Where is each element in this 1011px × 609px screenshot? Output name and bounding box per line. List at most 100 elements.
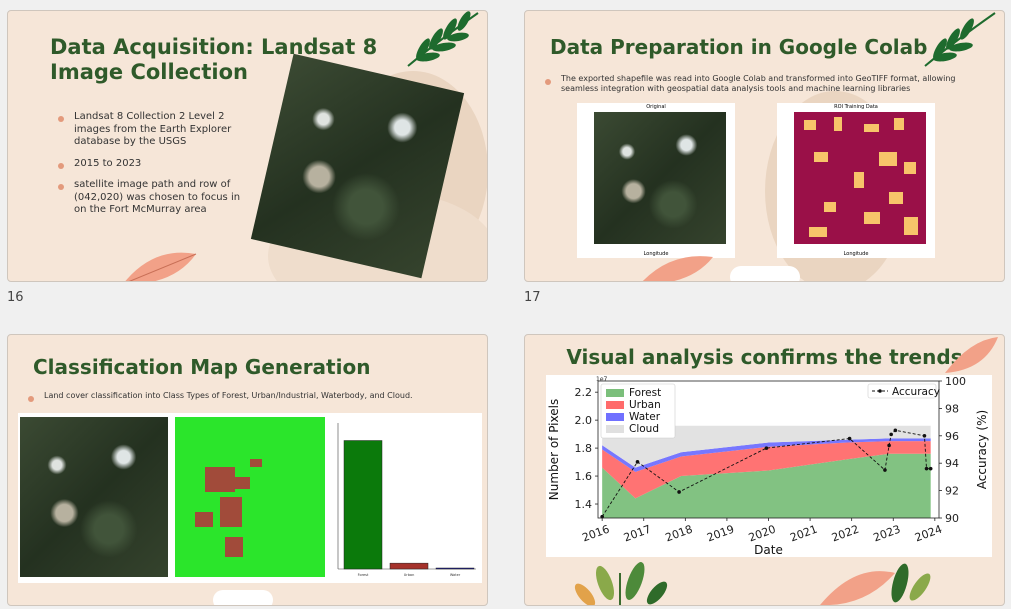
class-tick-label: Forest — [358, 573, 369, 577]
page-number: 17 — [524, 290, 541, 305]
slide-title: Classification Map Generation — [33, 355, 371, 379]
trend-chart: 1.4 1.6 1.8 2.0 2.2 90 92 94 96 98 100 2016 2017 2018… — [547, 375, 989, 557]
classification-map-image — [175, 417, 325, 577]
slide-title: Data Acquisition: Landsat 8 Image Collec… — [50, 35, 378, 85]
axis-label-x: Longitude — [643, 251, 669, 257]
class-tick-label: Urban — [404, 573, 415, 577]
y2-tick-label: 92 — [945, 485, 959, 498]
bullet-list: Landsat 8 Collection 2 Level 2 images fr… — [56, 111, 241, 226]
accuracy-point — [887, 443, 891, 448]
class-tick-label: Water — [450, 573, 461, 577]
bullet-item: Land cover classification into Class Typ… — [26, 391, 466, 402]
x-tick-label: 2021 — [788, 523, 819, 545]
area-urban — [602, 441, 931, 499]
accuracy-point — [924, 466, 929, 471]
x-tick-label: 2017 — [622, 523, 653, 545]
legend-swatch — [606, 389, 624, 397]
bullet-item: Landsat 8 Collection 2 Level 2 images fr… — [56, 111, 241, 149]
original-image — [20, 417, 168, 577]
bullet-list: The exported shapefile was read into Goo… — [543, 74, 993, 104]
accuracy-point — [600, 514, 604, 519]
accuracy-point — [928, 466, 933, 471]
legend-label: Cloud — [629, 423, 659, 435]
y-tick-label: 1.8 — [575, 442, 593, 455]
y2-tick-label: 90 — [945, 512, 959, 525]
accuracy-line — [601, 429, 931, 517]
leaf-decoration-icon — [642, 256, 713, 281]
roi-panel: ROI Training Data Longitude — [777, 103, 935, 258]
slide-title: Data Preparation in Google Colab — [550, 35, 928, 59]
y2-tick-label: 94 — [945, 457, 959, 470]
legend-label: Accuracy — [892, 386, 940, 398]
y2-tick-label: 98 — [945, 402, 959, 415]
slide-visual-analysis[interactable]: Visual analysis confirms the trends 1.4 1… — [524, 334, 1005, 606]
legend-swatch — [606, 413, 624, 421]
accuracy-point — [889, 432, 893, 437]
bullet-list: Land cover classification into Class Typ… — [26, 391, 466, 409]
slide-title: Visual analysis confirms the trends — [566, 345, 963, 369]
accuracy-point — [764, 446, 769, 450]
class-bar — [343, 440, 383, 570]
legend-label: Water — [629, 411, 661, 423]
legend-swatch — [606, 425, 624, 433]
slide-17[interactable]: Data Preparation in Google Colab The exp… — [524, 10, 1005, 282]
accuracy-point — [635, 460, 640, 464]
x-axis-label: Date — [754, 543, 783, 557]
y2-axis-label: Accuracy (%) — [975, 410, 989, 489]
cloud-decoration — [213, 590, 273, 605]
accuracy-point — [847, 436, 852, 441]
area-cloud — [602, 425, 931, 468]
legend-label: Forest — [629, 387, 661, 399]
legend-box — [867, 383, 937, 399]
cloud-decoration — [730, 266, 800, 281]
original-image — [594, 112, 726, 244]
y-tick-label: 1.6 — [575, 470, 593, 483]
trend-chart-panel: 1.4 1.6 1.8 2.0 2.2 90 92 94 96 98 100 2016 2017 2018… — [546, 375, 992, 557]
y-tick-label: 2.2 — [575, 386, 593, 399]
leaf-decoration-icon — [407, 11, 479, 67]
legend-accuracy-marker — [878, 389, 882, 393]
page-number: 16 — [7, 290, 24, 305]
panel-title: ROI Training Data — [834, 104, 878, 110]
y-tick-label: 1.4 — [575, 498, 593, 511]
panel-title: Original — [646, 104, 666, 110]
leaf-decoration-icon — [924, 12, 996, 67]
class-bar — [435, 567, 475, 570]
x-tick-label: 2022 — [830, 523, 861, 545]
area-water — [602, 438, 931, 472]
y-axis-label: Number of Pixels — [547, 399, 561, 500]
classification-figure: Forest Urban Water — [18, 413, 482, 583]
axis-label-x: Longitude — [843, 251, 869, 257]
y2-tick-label: 96 — [945, 430, 959, 443]
bullet-item: 2015 to 2023 — [56, 158, 241, 171]
bullet-item: satellite image path and row of (042,020… — [56, 179, 241, 217]
slide-classification[interactable]: Classification Map Generation Land cover… — [7, 334, 488, 606]
x-tick-label: 2020 — [747, 523, 778, 545]
leaf-decoration-icon — [945, 337, 998, 373]
accuracy-point — [893, 428, 898, 433]
x-tick-label: 2019 — [705, 523, 736, 545]
bullet-item: The exported shapefile was read into Goo… — [543, 74, 993, 95]
x-tick-label: 2016 — [580, 523, 611, 545]
y2-tick-label: 100 — [945, 375, 966, 388]
class-distribution-chart: Forest Urban Water — [330, 417, 480, 579]
slide-16[interactable]: Data Acquisition: Landsat 8 Image Collec… — [7, 10, 488, 282]
leaf-decoration-icon — [125, 252, 197, 281]
class-bar — [389, 562, 429, 570]
x-tick-label: 2018 — [664, 523, 695, 545]
y-tick-label: 2.0 — [575, 414, 593, 427]
accuracy-point — [883, 468, 887, 472]
legend-swatch — [606, 401, 624, 409]
original-panel: Original Longitude — [577, 103, 735, 258]
plant-decoration-icon — [820, 563, 931, 605]
y-exponent-label: 1e7 — [596, 376, 608, 383]
area-forest — [602, 453, 931, 518]
accuracy-point — [677, 490, 681, 494]
legend-box — [600, 383, 676, 439]
roi-image — [794, 112, 926, 244]
x-tick-label: 2023 — [872, 523, 903, 545]
x-tick-label: 2024 — [913, 523, 944, 545]
accuracy-point — [922, 434, 927, 438]
plant-decoration-icon — [574, 562, 668, 605]
legend-label: Urban — [629, 399, 661, 411]
